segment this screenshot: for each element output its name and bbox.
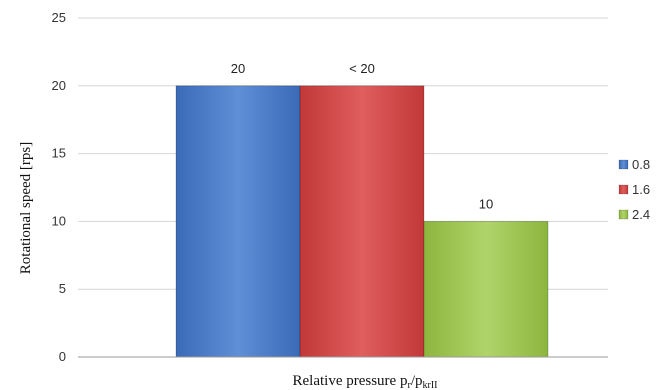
data-label-1.6: < 20 [349,61,375,76]
legend-swatch-0.8 [618,159,629,170]
legend-label-2.4: 2.4 [632,207,650,222]
legend-swatch-2.4 [618,209,629,220]
bar-2.4 [423,220,549,358]
legend-label-0.8: 0.8 [632,157,650,172]
bar-0.8 [175,85,301,358]
y-tick-label-2: 10 [52,213,66,228]
x-axis-title-sep: /p [411,373,423,389]
y-axis-title: Rotational speed [rps] [18,142,34,274]
legend-label-1.6: 1.6 [632,182,650,197]
data-labels: 20 < 20 10 [231,61,493,212]
bar-1.6 [299,85,425,358]
x-axis-title-main: Relative pressure p [293,373,408,389]
y-tick-label-1: 5 [59,281,66,296]
legend-swatch-1.6 [618,184,629,195]
y-tick-label-5: 25 [52,10,66,25]
legend: 0.8 1.6 2.4 [618,157,650,222]
y-tick-labels: 0 5 10 15 20 25 [52,10,66,364]
x-axis-title-sub1: r [407,380,411,390]
y-tick-label-0: 0 [59,349,66,364]
x-axis-title-sub2: krII [422,380,437,390]
data-label-0.8: 20 [231,61,245,76]
x-axis-title: Relative pressure pr/pkrII [293,373,438,390]
data-label-2.4: 10 [479,196,493,211]
y-tick-label-3: 15 [52,146,66,161]
y-tick-label-4: 20 [52,78,66,93]
bars [175,85,549,358]
